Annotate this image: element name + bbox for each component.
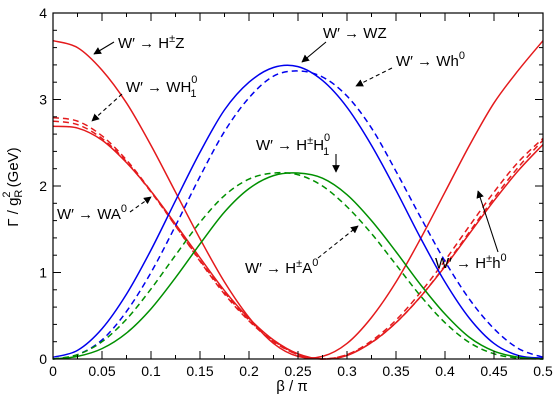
x-tick-label: 0.15 [186,363,213,379]
annotation-arrow-wa0 [129,196,152,213]
x-tick-label: 0.25 [284,363,311,379]
annotation-label-hpmz: W′ → H±Z [118,33,184,52]
x-tick-label: 0.1 [141,363,161,379]
x-tick-label: 0.35 [382,363,409,379]
axis-ticks [52,12,544,360]
series-line-wh0 [52,70,544,360]
annotation-wa0: W′ → WA0 [57,196,152,223]
x-tick-label: 0.45 [480,363,507,379]
y-tick-label: 0 [39,351,47,367]
annotation-label-wa0: W′ → WA0 [57,203,127,223]
series-line-hpma0 [52,171,544,360]
y-tick-label: 3 [39,92,47,108]
annotation-hpmz: W′ → H±Z [93,33,184,55]
annotation-wh1: W′ → WH0 1 [91,74,197,122]
annotation-arrow-wh1 [91,93,123,122]
y-tick-label: 4 [39,5,47,21]
annotation-wz: W′ → WZ [301,25,387,63]
annotation-arrow-wz [301,41,327,63]
annotation-arrow-hpma0 [317,225,359,259]
y-axis-label: Γ / gR2 (GeV) [1,147,25,226]
x-tick-label: 0.5 [533,363,553,379]
series-line-wa0 [52,120,544,360]
plot-frame [52,12,544,360]
x-tick-label: 0.3 [337,363,357,379]
annotation-hpma0: W′ → H±A0 [245,225,359,277]
annotation-arrow-hpmz [93,41,115,55]
y-tick-label: 2 [39,178,47,194]
annotation-wh0: W′ → Wh0 [355,50,465,87]
annotation-hpmh0: W′ → H±h0 [435,190,507,272]
annotation-label-wz: W′ → WZ [323,25,387,42]
annotation-label-hpmh1: W′ → H±H0 1 [256,132,330,158]
series-line-hpmh0 [52,125,544,360]
annotation-label-hpmh0: W′ → H±h0 [435,252,507,272]
axis-tick-labels: 0 0.05 0.1 0.15 0.2 0.25 0.3 0.35 0.4 0.45 0.5 0 1 2 3… [39,5,553,379]
annotation-arrow-wh0 [355,67,393,87]
x-tick-label: 0.05 [88,363,115,379]
annotation-label-hpma0: W′ → H±A0 [245,257,318,277]
annotation-label-wh1: W′ → WH0 1 [126,74,197,100]
x-tick-label: 0 [49,363,57,379]
x-axis-label: β / π [276,378,307,395]
annotation-hpmh1: W′ → H±H0 1 [256,132,340,173]
y-tick-label: 1 [39,265,47,281]
series-line-wz [52,64,544,359]
x-tick-label: 0.4 [435,363,455,379]
annotation-arrow-hpmh0 [476,190,499,253]
series-line-hpmh1 [52,172,544,360]
x-tick-label: 0.2 [239,363,259,379]
annotation-label-wh0: W′ → Wh0 [396,50,465,70]
